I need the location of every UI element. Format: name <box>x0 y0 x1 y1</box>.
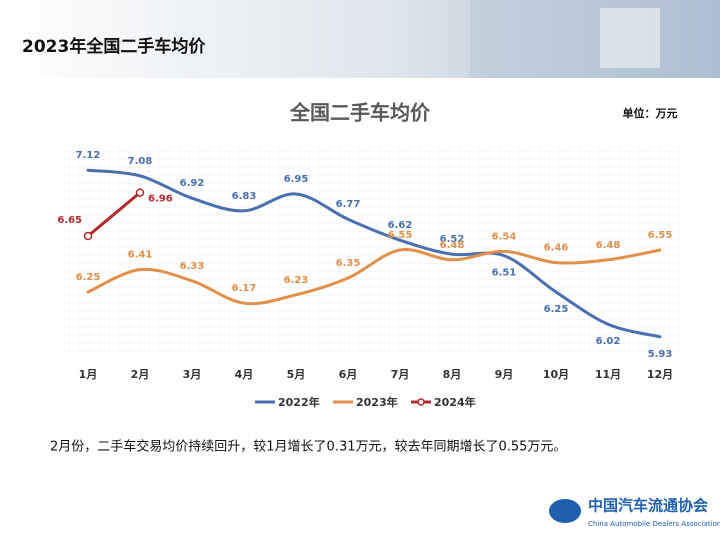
data-label: 6.41 <box>128 250 153 261</box>
data-label: 6.55 <box>648 230 673 241</box>
data-label: 6.51 <box>492 268 517 279</box>
data-label: 6.54 <box>492 231 517 242</box>
x-tick-label: 2月 <box>131 368 150 381</box>
data-label: 6.25 <box>544 304 569 315</box>
header-title: 2023年全国二手车均价 <box>22 36 206 57</box>
data-label: 6.48 <box>596 240 621 251</box>
logo-english: China Automobile Dealers Association <box>588 520 720 528</box>
x-tick-label: 3月 <box>183 368 202 381</box>
x-tick-label: 9月 <box>495 368 514 381</box>
legend-label: 2022年 <box>278 395 320 409</box>
x-tick-label: 4月 <box>235 368 254 381</box>
header-image-cube <box>600 8 660 68</box>
data-label: 6.35 <box>336 258 361 269</box>
logo-icon <box>549 499 581 523</box>
data-label: 6.77 <box>336 199 361 210</box>
data-label: 6.52 <box>440 234 465 245</box>
x-tick-label: 8月 <box>443 368 462 381</box>
x-tick-label: 10月 <box>543 368 569 381</box>
chart-title: 全国二手车均价 <box>289 101 431 125</box>
x-tick-label: 6月 <box>339 368 358 381</box>
data-label: 7.12 <box>76 150 101 161</box>
x-tick-label: 12月 <box>647 368 673 381</box>
series-line <box>86 248 662 306</box>
data-label: 6.95 <box>284 174 309 185</box>
data-label: 7.08 <box>128 156 153 167</box>
data-label: 6.02 <box>596 336 621 347</box>
plot-area <box>62 145 686 355</box>
data-label: 6.48 <box>440 240 465 251</box>
logo-name: 中国汽车流通协会 <box>588 497 708 515</box>
data-label: 5.93 <box>648 349 673 360</box>
data-label: 6.33 <box>180 261 205 272</box>
legend-marker <box>417 398 425 406</box>
x-tick-label: 5月 <box>287 368 306 381</box>
data-label: 6.17 <box>232 283 257 294</box>
series-line <box>86 168 662 339</box>
data-label: 6.62 <box>388 220 413 231</box>
data-label: 6.96 <box>148 194 173 205</box>
data-label: 6.55 <box>388 230 413 241</box>
legend-label: 2023年 <box>356 395 398 409</box>
data-label: 6.92 <box>180 178 205 189</box>
data-label: 6.23 <box>284 275 309 286</box>
point <box>83 231 93 241</box>
data-label: 6.65 <box>57 215 82 226</box>
data-label: 6.25 <box>76 272 101 283</box>
x-tick-label: 11月 <box>595 368 621 381</box>
unit-label: 单位：万元 <box>623 106 678 120</box>
point <box>135 188 145 197</box>
data-label: 6.83 <box>232 191 257 202</box>
data-label: 6.46 <box>544 243 569 254</box>
x-tick-label: 1月 <box>79 368 98 381</box>
x-tick-label: 7月 <box>391 368 410 381</box>
caption: 2月份，二手车交易均价持续回升，较1月增长了0.31万元，较去年同期增长了0.5… <box>50 439 566 455</box>
legend-label: 2024年 <box>434 395 476 409</box>
header-image <box>470 0 720 78</box>
